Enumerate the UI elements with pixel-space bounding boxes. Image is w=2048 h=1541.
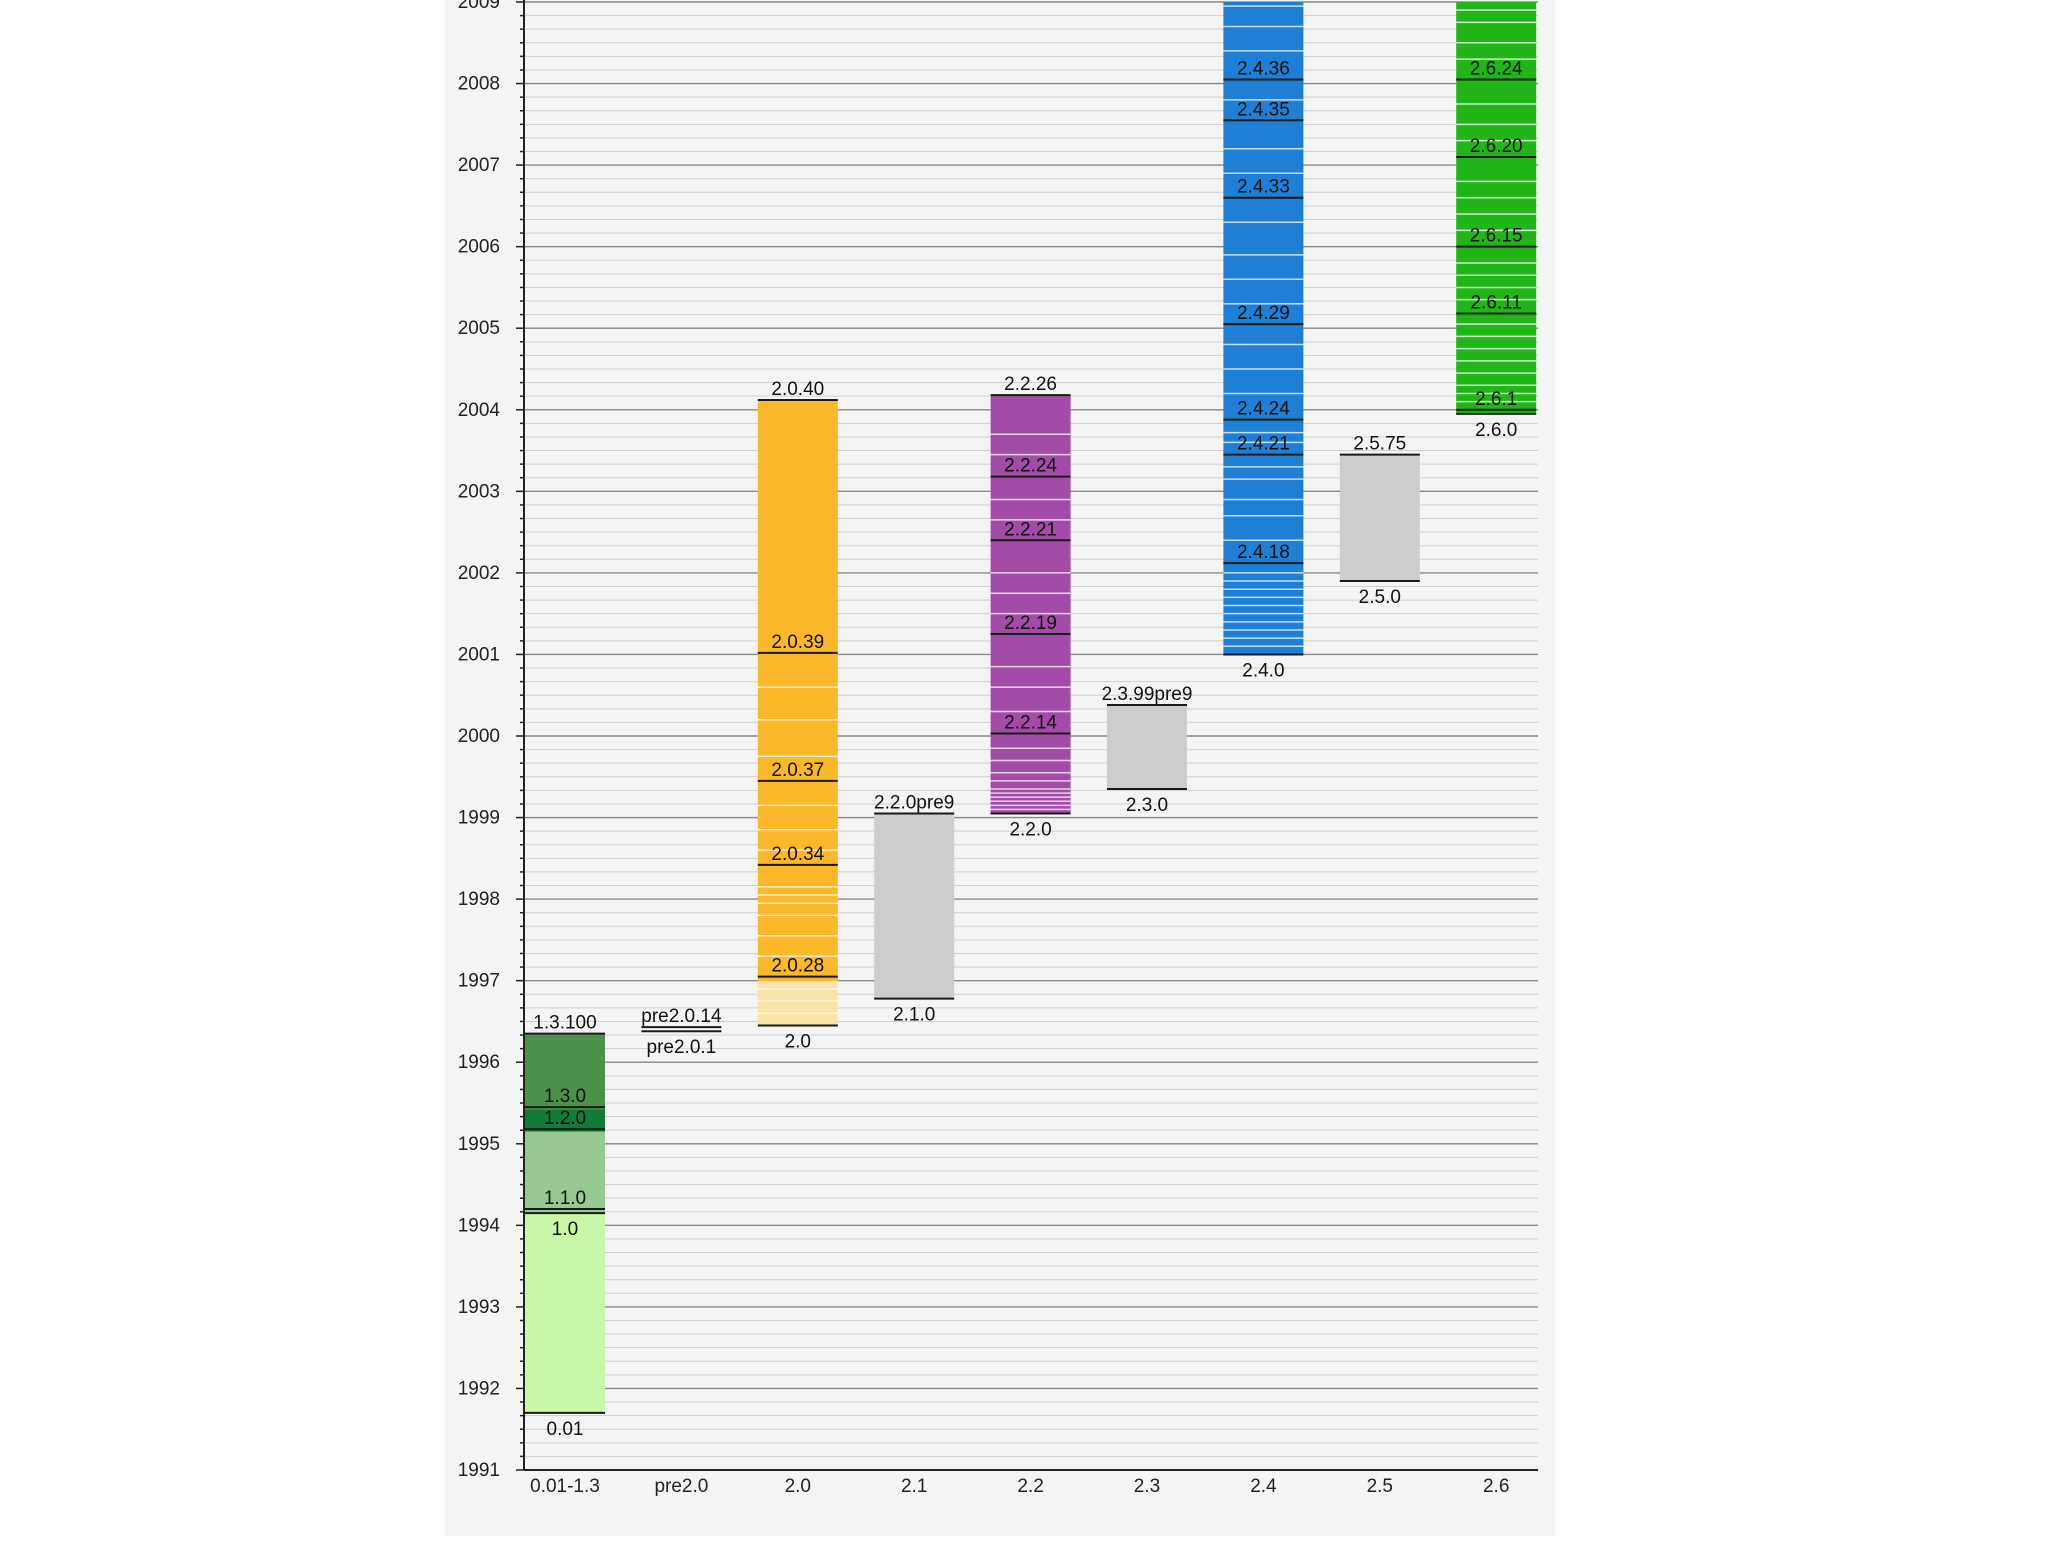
release-label: 1.3.0 bbox=[544, 1086, 586, 1107]
y-tick-label: 1994 bbox=[458, 1215, 501, 1236]
bar-segment bbox=[525, 1033, 605, 1110]
release-label: 2.0.34 bbox=[771, 844, 824, 865]
bar-segment bbox=[1223, 2, 1304, 655]
bar-segment bbox=[990, 395, 1071, 814]
release-label: 2.6.11 bbox=[1470, 293, 1521, 314]
release-label: 2.2.19 bbox=[1004, 613, 1057, 634]
release-label: 1.0 bbox=[552, 1219, 578, 1240]
y-tick-label: 2007 bbox=[458, 155, 500, 176]
release-label: 2.0.28 bbox=[771, 956, 824, 977]
y-tick-label: 1996 bbox=[458, 1052, 500, 1073]
bar-segment bbox=[757, 399, 838, 981]
release-label: 2.4.24 bbox=[1237, 399, 1290, 420]
y-tick-label: 1998 bbox=[458, 889, 500, 910]
y-tick-label: 2009 bbox=[458, 0, 500, 13]
release-label: 2.6.15 bbox=[1470, 226, 1523, 247]
y-tick-label: 2000 bbox=[458, 726, 500, 747]
y-tick-label: 2006 bbox=[458, 237, 500, 258]
bar-segment bbox=[525, 1131, 605, 1214]
release-label: 2.3.99pre9 bbox=[1102, 684, 1193, 705]
version-column-0.01-1.3: 0.01 1.0 1.1.0 1.2.01.3.0 1.3.100 bbox=[525, 1013, 605, 1440]
bar-segment bbox=[525, 1109, 605, 1132]
release-label: 2.0.39 bbox=[771, 632, 824, 653]
grid-lines bbox=[524, 1, 1538, 1471]
y-tick-label: 2003 bbox=[458, 481, 500, 502]
release-label: 2.0.37 bbox=[771, 760, 824, 781]
x-axis-labels: 0.01-1.3 pre2.0 2.0 2.1 2.2 2.3 2.4 2.5 2.6 bbox=[530, 1476, 1509, 1497]
y-tick-label: 2004 bbox=[458, 400, 501, 421]
release-label: 2.4.33 bbox=[1237, 177, 1290, 198]
release-label: 2.6.24 bbox=[1470, 58, 1523, 79]
release-label: 2.2.21 bbox=[1004, 519, 1057, 540]
release-label: 2.6.0 bbox=[1475, 420, 1517, 441]
release-label: 2.4.29 bbox=[1237, 303, 1290, 324]
release-label: 2.4.0 bbox=[1242, 660, 1284, 681]
release-label: 2.1.0 bbox=[893, 1005, 935, 1026]
bar-segment bbox=[525, 1213, 605, 1413]
release-label: 2.0 bbox=[785, 1032, 811, 1053]
release-label: 2.4.36 bbox=[1237, 58, 1290, 79]
release-label: 2.5.75 bbox=[1353, 434, 1406, 455]
release-label: 2.2.24 bbox=[1004, 456, 1057, 477]
release-label: 2.4.18 bbox=[1237, 542, 1290, 563]
x-category-label: pre2.0 bbox=[654, 1476, 708, 1497]
bar-segment bbox=[1456, 2, 1537, 414]
bar-segment bbox=[874, 813, 955, 999]
release-label: 2.6.20 bbox=[1470, 136, 1523, 157]
version-column-2.2: 2.2.0 2.2.14 2.2.19 2.2.21 2.2.24 2.2.26 bbox=[990, 374, 1071, 840]
release-label: 2.6.1 bbox=[1475, 389, 1517, 410]
x-category-label: 0.01-1.3 bbox=[530, 1476, 600, 1497]
bar-segment bbox=[757, 980, 838, 1026]
y-tick-label: 2002 bbox=[458, 563, 500, 584]
release-label: 1.3.100 bbox=[533, 1013, 596, 1034]
version-column-2.0: 2.0 2.0.28 2.0.34 2.0.37 2.0.39 2.0.40 bbox=[757, 379, 838, 1053]
version-column-2.3: 2.3.0 2.3.99pre9 bbox=[1102, 684, 1193, 816]
version-column-pre2.0: pre2.0.1 pre2.0.14 bbox=[641, 1006, 722, 1058]
x-category-label: 2.2 bbox=[1017, 1476, 1043, 1497]
version-column-2.6: 2.6.0 2.6.1 2.6.11 2.6.15 2.6.20 2.6.24 bbox=[1456, 2, 1537, 441]
release-label: 2.2.0 bbox=[1009, 819, 1051, 840]
release-label: 2.3.0 bbox=[1126, 795, 1168, 816]
y-tick-label: 2001 bbox=[458, 644, 500, 665]
x-category-label: 2.1 bbox=[901, 1476, 927, 1497]
version-column-2.5: 2.5.0 2.5.75 bbox=[1339, 434, 1420, 608]
version-column-2.4: 2.4.0 2.4.18 2.4.21 2.4.24 2.4.29 2.4.33 2.4.3… bbox=[1223, 2, 1304, 681]
y-tick-label: 1992 bbox=[458, 1378, 500, 1399]
release-label: pre2.0.14 bbox=[641, 1006, 722, 1027]
release-label: 2.5.0 bbox=[1359, 587, 1401, 608]
y-axis: 1991 1992 1993 1994 1995 1996 1997 1998 1999 2000… bbox=[458, 0, 1538, 1481]
release-label: 2.4.35 bbox=[1237, 99, 1290, 120]
release-label: 2.2.0pre9 bbox=[874, 792, 954, 813]
release-label: 2.2.14 bbox=[1004, 713, 1057, 734]
release-label: pre2.0.1 bbox=[647, 1037, 717, 1058]
x-category-label: 2.3 bbox=[1134, 1476, 1160, 1497]
y-tick-label: 1993 bbox=[458, 1297, 500, 1318]
release-label: 1.1.0 bbox=[544, 1188, 586, 1209]
release-label: 2.4.21 bbox=[1237, 434, 1290, 455]
y-tick-label: 1999 bbox=[458, 808, 500, 829]
y-tick-label: 2008 bbox=[458, 74, 500, 95]
bar-segment bbox=[1107, 705, 1187, 790]
version-columns: 0.011.01.1.01.2.01.3.01.3.100pre2.0.1pre… bbox=[525, 2, 1537, 1440]
x-category-label: 2.5 bbox=[1367, 1476, 1393, 1497]
bar-segment bbox=[1339, 454, 1420, 582]
y-tick-label: 1995 bbox=[458, 1134, 500, 1155]
y-tick-label: 1997 bbox=[458, 971, 500, 992]
x-category-label: 2.4 bbox=[1250, 1476, 1277, 1497]
y-tick-label: 1991 bbox=[458, 1460, 500, 1481]
x-category-label: 2.6 bbox=[1483, 1476, 1509, 1497]
x-category-label: 2.0 bbox=[785, 1476, 811, 1497]
release-label: 0.01 bbox=[547, 1419, 584, 1440]
release-label: 2.0.40 bbox=[771, 379, 824, 400]
release-label: 1.2.0 bbox=[544, 1108, 586, 1129]
release-label: 2.2.26 bbox=[1004, 374, 1057, 395]
version-column-2.1: 2.1.0 2.2.0pre9 bbox=[874, 792, 954, 1025]
y-tick-label: 2005 bbox=[458, 318, 500, 339]
